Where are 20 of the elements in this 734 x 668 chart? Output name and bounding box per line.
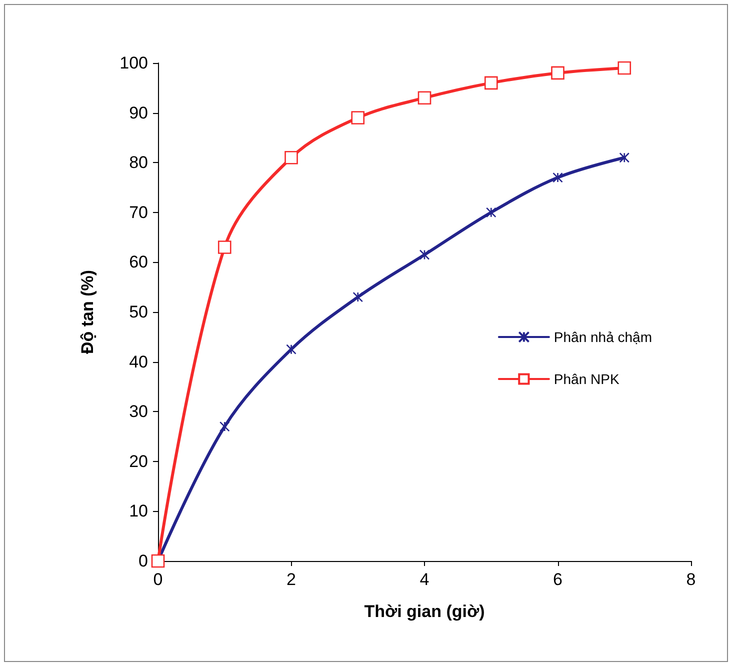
- x-tick-label: 0: [153, 570, 163, 589]
- y-tick-label: 90: [129, 103, 148, 122]
- x-tick-label: 6: [553, 570, 562, 589]
- y-tick-label: 70: [129, 202, 148, 222]
- x-tick-label: 4: [420, 570, 430, 589]
- legend-label: Phân nhả chậm: [554, 329, 652, 345]
- y-tick-label: 10: [129, 502, 148, 521]
- y-tick-label: 60: [129, 252, 148, 272]
- y-tick-label: 50: [129, 302, 148, 322]
- y-tick-label: 80: [129, 153, 148, 172]
- y-tick-label: 20: [129, 452, 148, 471]
- x-axis-title: Thời gian (giờ): [364, 602, 485, 621]
- y-tick-label: 0: [138, 552, 148, 570]
- x-tick-label: 2: [286, 570, 296, 589]
- y-tick-label: 100: [120, 54, 148, 72]
- y-tick-label: 30: [129, 402, 148, 422]
- legend-label: Phân NPK: [554, 371, 620, 387]
- y-tick-label: 40: [129, 352, 148, 372]
- y-axis-title: Độ tan (%): [78, 270, 97, 354]
- x-tick-label: 8: [686, 570, 696, 589]
